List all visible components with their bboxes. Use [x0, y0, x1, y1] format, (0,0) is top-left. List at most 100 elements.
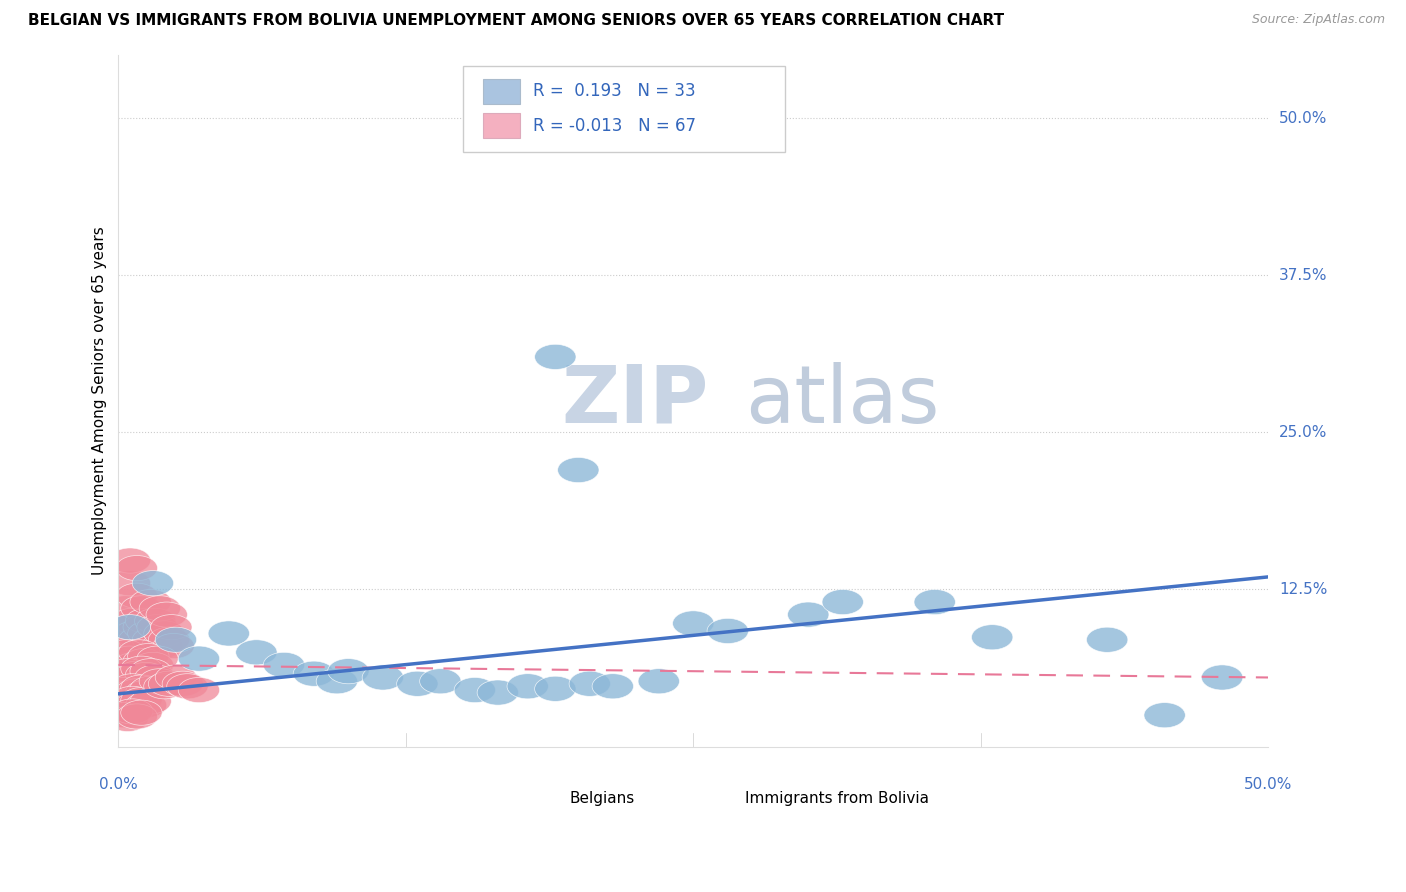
Ellipse shape: [124, 615, 165, 640]
Ellipse shape: [143, 673, 186, 698]
Ellipse shape: [125, 663, 167, 688]
FancyBboxPatch shape: [482, 78, 520, 103]
Ellipse shape: [107, 658, 148, 684]
Ellipse shape: [128, 643, 169, 669]
Ellipse shape: [787, 602, 830, 627]
Ellipse shape: [454, 678, 495, 703]
Ellipse shape: [136, 646, 179, 671]
Ellipse shape: [143, 621, 186, 646]
Ellipse shape: [477, 680, 519, 706]
Ellipse shape: [103, 690, 143, 715]
Ellipse shape: [117, 583, 157, 608]
Ellipse shape: [142, 633, 183, 658]
Ellipse shape: [114, 621, 155, 646]
Ellipse shape: [328, 658, 368, 684]
Ellipse shape: [1362, 646, 1403, 671]
Ellipse shape: [129, 689, 172, 714]
Ellipse shape: [672, 611, 714, 636]
Ellipse shape: [103, 678, 143, 703]
Ellipse shape: [111, 608, 153, 633]
Ellipse shape: [139, 596, 180, 621]
Ellipse shape: [125, 680, 167, 706]
Ellipse shape: [111, 665, 153, 690]
Ellipse shape: [208, 621, 249, 646]
Ellipse shape: [121, 700, 162, 725]
Ellipse shape: [139, 669, 180, 694]
Ellipse shape: [111, 698, 153, 724]
Ellipse shape: [132, 627, 173, 652]
Ellipse shape: [114, 652, 155, 678]
Ellipse shape: [121, 657, 162, 681]
Ellipse shape: [294, 661, 335, 686]
Ellipse shape: [117, 679, 157, 704]
Ellipse shape: [121, 596, 162, 621]
Ellipse shape: [136, 615, 179, 640]
Ellipse shape: [132, 652, 173, 678]
Ellipse shape: [148, 627, 190, 652]
Ellipse shape: [129, 590, 172, 615]
Ellipse shape: [592, 673, 634, 698]
Ellipse shape: [104, 640, 146, 665]
Text: Immigrants from Bolivia: Immigrants from Bolivia: [745, 791, 929, 806]
Ellipse shape: [558, 458, 599, 483]
Ellipse shape: [707, 618, 748, 643]
Ellipse shape: [263, 652, 305, 678]
Ellipse shape: [419, 669, 461, 694]
Ellipse shape: [117, 556, 157, 581]
Ellipse shape: [111, 673, 153, 698]
Ellipse shape: [150, 615, 193, 640]
Ellipse shape: [103, 703, 143, 728]
Ellipse shape: [534, 676, 576, 701]
Ellipse shape: [118, 640, 160, 665]
Text: atlas: atlas: [745, 362, 939, 440]
Text: 50.0%: 50.0%: [1244, 777, 1292, 792]
Ellipse shape: [155, 627, 197, 652]
Ellipse shape: [569, 671, 610, 697]
Ellipse shape: [125, 692, 167, 718]
Ellipse shape: [104, 596, 146, 621]
Text: Source: ZipAtlas.com: Source: ZipAtlas.com: [1251, 13, 1385, 27]
Ellipse shape: [110, 646, 150, 671]
Ellipse shape: [179, 646, 219, 671]
Ellipse shape: [155, 665, 197, 690]
Ellipse shape: [236, 640, 277, 665]
Ellipse shape: [111, 686, 153, 712]
Ellipse shape: [107, 615, 148, 640]
Ellipse shape: [107, 681, 148, 706]
Ellipse shape: [118, 627, 160, 652]
Text: R =  0.193   N = 33: R = 0.193 N = 33: [533, 82, 696, 100]
Text: R = -0.013   N = 67: R = -0.013 N = 67: [533, 117, 696, 135]
Ellipse shape: [107, 706, 148, 731]
FancyBboxPatch shape: [703, 789, 735, 809]
Ellipse shape: [110, 615, 150, 640]
FancyBboxPatch shape: [527, 789, 558, 809]
Ellipse shape: [162, 671, 204, 697]
Text: 12.5%: 12.5%: [1279, 582, 1327, 597]
Ellipse shape: [129, 676, 172, 701]
Y-axis label: Unemployment Among Seniors over 65 years: Unemployment Among Seniors over 65 years: [93, 227, 107, 575]
Ellipse shape: [135, 608, 176, 633]
Ellipse shape: [146, 602, 187, 627]
Ellipse shape: [103, 627, 143, 652]
Text: 37.5%: 37.5%: [1279, 268, 1327, 283]
Ellipse shape: [124, 648, 165, 673]
Ellipse shape: [148, 671, 190, 697]
Ellipse shape: [316, 669, 357, 694]
Text: 25.0%: 25.0%: [1279, 425, 1327, 440]
Text: ZIP: ZIP: [561, 362, 709, 440]
Ellipse shape: [396, 671, 439, 697]
Ellipse shape: [132, 571, 173, 596]
Ellipse shape: [129, 658, 172, 684]
Ellipse shape: [179, 678, 219, 703]
Ellipse shape: [972, 624, 1012, 649]
Ellipse shape: [1144, 703, 1185, 728]
FancyBboxPatch shape: [464, 65, 786, 152]
Ellipse shape: [121, 688, 162, 713]
Text: 50.0%: 50.0%: [1279, 111, 1327, 126]
Ellipse shape: [110, 571, 150, 596]
Ellipse shape: [638, 669, 679, 694]
Ellipse shape: [128, 621, 169, 646]
Ellipse shape: [1087, 627, 1128, 652]
Ellipse shape: [534, 344, 576, 369]
Ellipse shape: [823, 590, 863, 615]
